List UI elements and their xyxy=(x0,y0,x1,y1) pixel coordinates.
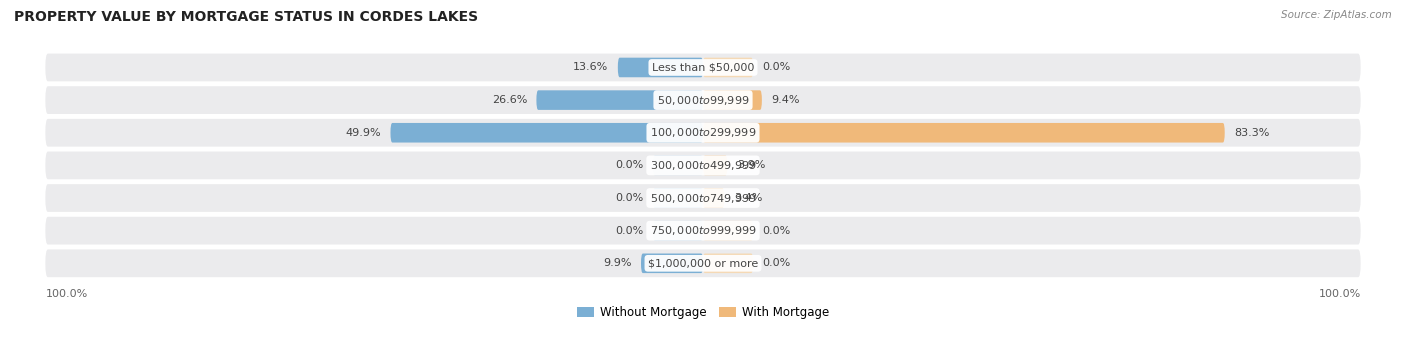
Text: $500,000 to $749,999: $500,000 to $749,999 xyxy=(650,192,756,205)
Text: 49.9%: 49.9% xyxy=(346,128,381,138)
FancyBboxPatch shape xyxy=(703,253,754,273)
Text: 0.0%: 0.0% xyxy=(762,62,790,73)
FancyBboxPatch shape xyxy=(703,155,727,175)
FancyBboxPatch shape xyxy=(45,151,1361,179)
Text: 9.9%: 9.9% xyxy=(603,258,631,268)
FancyBboxPatch shape xyxy=(703,221,754,240)
FancyBboxPatch shape xyxy=(45,119,1361,147)
FancyBboxPatch shape xyxy=(652,221,703,240)
Text: 0.0%: 0.0% xyxy=(762,226,790,236)
FancyBboxPatch shape xyxy=(703,58,754,77)
Text: 3.4%: 3.4% xyxy=(734,193,762,203)
Text: $100,000 to $299,999: $100,000 to $299,999 xyxy=(650,126,756,139)
Text: $1,000,000 or more: $1,000,000 or more xyxy=(648,258,758,268)
Text: Less than $50,000: Less than $50,000 xyxy=(652,62,754,73)
FancyBboxPatch shape xyxy=(703,123,1225,143)
FancyBboxPatch shape xyxy=(45,54,1361,81)
FancyBboxPatch shape xyxy=(45,86,1361,114)
FancyBboxPatch shape xyxy=(391,123,703,143)
Text: 0.0%: 0.0% xyxy=(762,258,790,268)
FancyBboxPatch shape xyxy=(652,155,703,175)
Text: 9.4%: 9.4% xyxy=(772,95,800,105)
Text: Source: ZipAtlas.com: Source: ZipAtlas.com xyxy=(1281,10,1392,20)
FancyBboxPatch shape xyxy=(45,184,1361,212)
Text: 26.6%: 26.6% xyxy=(492,95,527,105)
Text: PROPERTY VALUE BY MORTGAGE STATUS IN CORDES LAKES: PROPERTY VALUE BY MORTGAGE STATUS IN COR… xyxy=(14,10,478,24)
Text: 13.6%: 13.6% xyxy=(574,62,609,73)
FancyBboxPatch shape xyxy=(45,249,1361,277)
Text: $300,000 to $499,999: $300,000 to $499,999 xyxy=(650,159,756,172)
Legend: Without Mortgage, With Mortgage: Without Mortgage, With Mortgage xyxy=(572,301,834,324)
FancyBboxPatch shape xyxy=(703,90,762,110)
Text: 0.0%: 0.0% xyxy=(616,226,644,236)
Text: 3.9%: 3.9% xyxy=(737,160,765,170)
FancyBboxPatch shape xyxy=(537,90,703,110)
Text: 100.0%: 100.0% xyxy=(45,290,87,299)
FancyBboxPatch shape xyxy=(641,253,703,273)
Text: 100.0%: 100.0% xyxy=(1319,290,1361,299)
FancyBboxPatch shape xyxy=(45,217,1361,244)
FancyBboxPatch shape xyxy=(652,188,703,208)
Text: $50,000 to $99,999: $50,000 to $99,999 xyxy=(657,94,749,107)
FancyBboxPatch shape xyxy=(703,188,724,208)
Text: 0.0%: 0.0% xyxy=(616,160,644,170)
Text: 0.0%: 0.0% xyxy=(616,193,644,203)
FancyBboxPatch shape xyxy=(617,58,703,77)
Text: $750,000 to $999,999: $750,000 to $999,999 xyxy=(650,224,756,237)
Text: 83.3%: 83.3% xyxy=(1234,128,1270,138)
